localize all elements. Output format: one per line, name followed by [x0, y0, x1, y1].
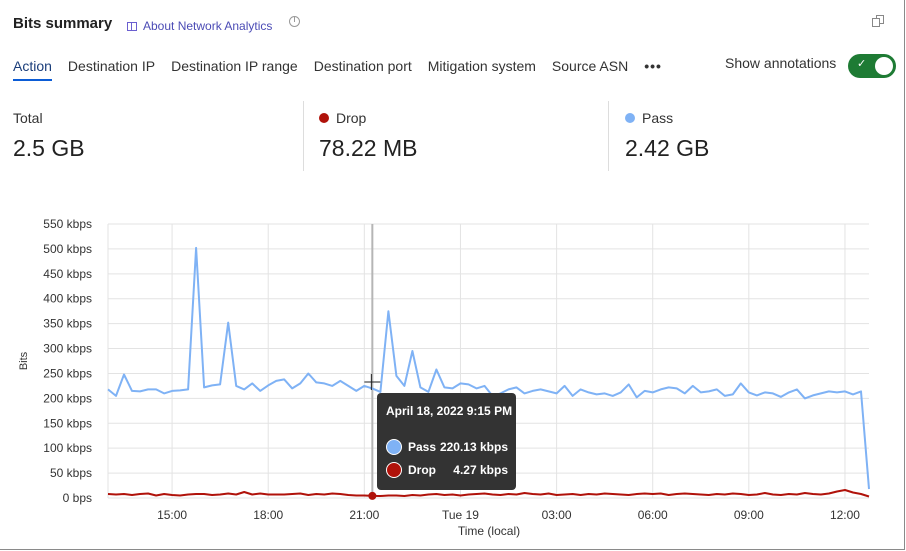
y-tick-label: 450 kbps — [43, 267, 92, 281]
show-annotations-label: Show annotations — [725, 55, 837, 71]
y-tick-label: 300 kbps — [43, 342, 92, 356]
stat-pass-label: Pass — [642, 110, 674, 126]
x-tick-label: 09:00 — [734, 508, 764, 522]
stat-drop: Drop 78.22 MB — [319, 101, 417, 171]
tooltip-title: April 18, 2022 9:15 PM — [386, 404, 513, 418]
stat-total: Total 2.5 GB — [13, 101, 85, 171]
x-tick-label: 15:00 — [157, 508, 187, 522]
divider — [303, 101, 304, 171]
breakdown-tabs: Action Destination IP Destination IP ran… — [13, 58, 662, 81]
copy-icon[interactable] — [872, 15, 884, 27]
x-tick-label: 03:00 — [542, 508, 572, 522]
tooltip-drop-value: 4.27 kbps — [453, 463, 508, 477]
panel-title: Bits summary — [13, 15, 113, 32]
divider — [608, 101, 609, 171]
stat-total-value: 2.5 GB — [13, 135, 85, 161]
y-tick-label: 500 kbps — [43, 242, 92, 256]
x-tick-label: 18:00 — [253, 508, 283, 522]
drop-dot-icon — [319, 113, 329, 123]
y-tick-label: 0 bps — [63, 491, 92, 505]
stat-drop-value: 78.22 MB — [319, 135, 418, 161]
about-link-label: About Network Analytics — [143, 19, 273, 33]
check-icon: ✓ — [857, 58, 867, 70]
tab-destination-port[interactable]: Destination port — [313, 58, 412, 74]
book-icon — [127, 21, 137, 31]
stat-drop-label: Drop — [336, 110, 367, 126]
y-tick-label: 200 kbps — [43, 391, 92, 405]
y-tick-label: 100 kbps — [43, 441, 92, 455]
tooltip-pass-label: Pass — [408, 440, 437, 454]
tooltip-pass-value: 220.13 kbps — [439, 440, 508, 454]
bits-line-chart[interactable]: 0 bps 50 kbps 100 kbps 150 kbps 200 kbps 250 … — [0, 200, 906, 545]
data-point-drop — [368, 491, 377, 500]
y-tick-label: 350 kbps — [43, 317, 92, 331]
stat-pass-value: 2.42 GB — [625, 135, 710, 161]
toggle-knob — [875, 57, 893, 75]
tab-destination-ip[interactable]: Destination IP — [67, 58, 156, 74]
tab-mitigation-system[interactable]: Mitigation system — [427, 58, 536, 74]
tooltip-row-pass: Pass 220.13 kbps — [386, 439, 508, 455]
show-annotations-toggle[interactable]: ✓ — [848, 54, 896, 78]
x-tick-label: Tue 19 — [442, 508, 479, 522]
tab-destination-ip-range[interactable]: Destination IP range — [171, 58, 298, 74]
drop-circle-icon — [386, 462, 402, 478]
tab-source-asn[interactable]: Source ASN — [551, 58, 629, 74]
tooltip-drop-label: Drop — [408, 463, 436, 477]
y-tick-label: 50 kbps — [50, 466, 92, 480]
stat-pass: Pass 2.42 GB — [625, 101, 709, 171]
y-tick-label: 400 kbps — [43, 292, 92, 306]
y-axis-label: Bits — [18, 351, 30, 370]
pass-dot-icon — [625, 113, 635, 123]
tooltip-row-drop: Drop 4.27 kbps — [386, 462, 508, 478]
y-tick-label: 550 kbps — [43, 217, 92, 231]
more-tabs-button[interactable]: ••• — [644, 58, 662, 74]
y-tick-label: 250 kbps — [43, 366, 92, 380]
x-axis-label: Time (local) — [458, 524, 520, 538]
pie-clock-icon[interactable] — [289, 16, 300, 27]
x-tick-label: 12:00 — [830, 508, 860, 522]
pass-circle-icon — [386, 439, 402, 455]
stat-total-label: Total — [13, 110, 43, 126]
x-tick-label: 21:00 — [349, 508, 379, 522]
series-line-pass — [107, 246, 870, 490]
series-line-drop — [107, 489, 870, 498]
x-tick-label: 06:00 — [638, 508, 668, 522]
chart-tooltip: April 18, 2022 9:15 PM Pass 220.13 kbps … — [377, 393, 516, 490]
y-tick-label: 150 kbps — [43, 416, 92, 430]
about-link[interactable]: About Network Analytics — [127, 19, 272, 33]
tab-action[interactable]: Action — [13, 58, 52, 81]
